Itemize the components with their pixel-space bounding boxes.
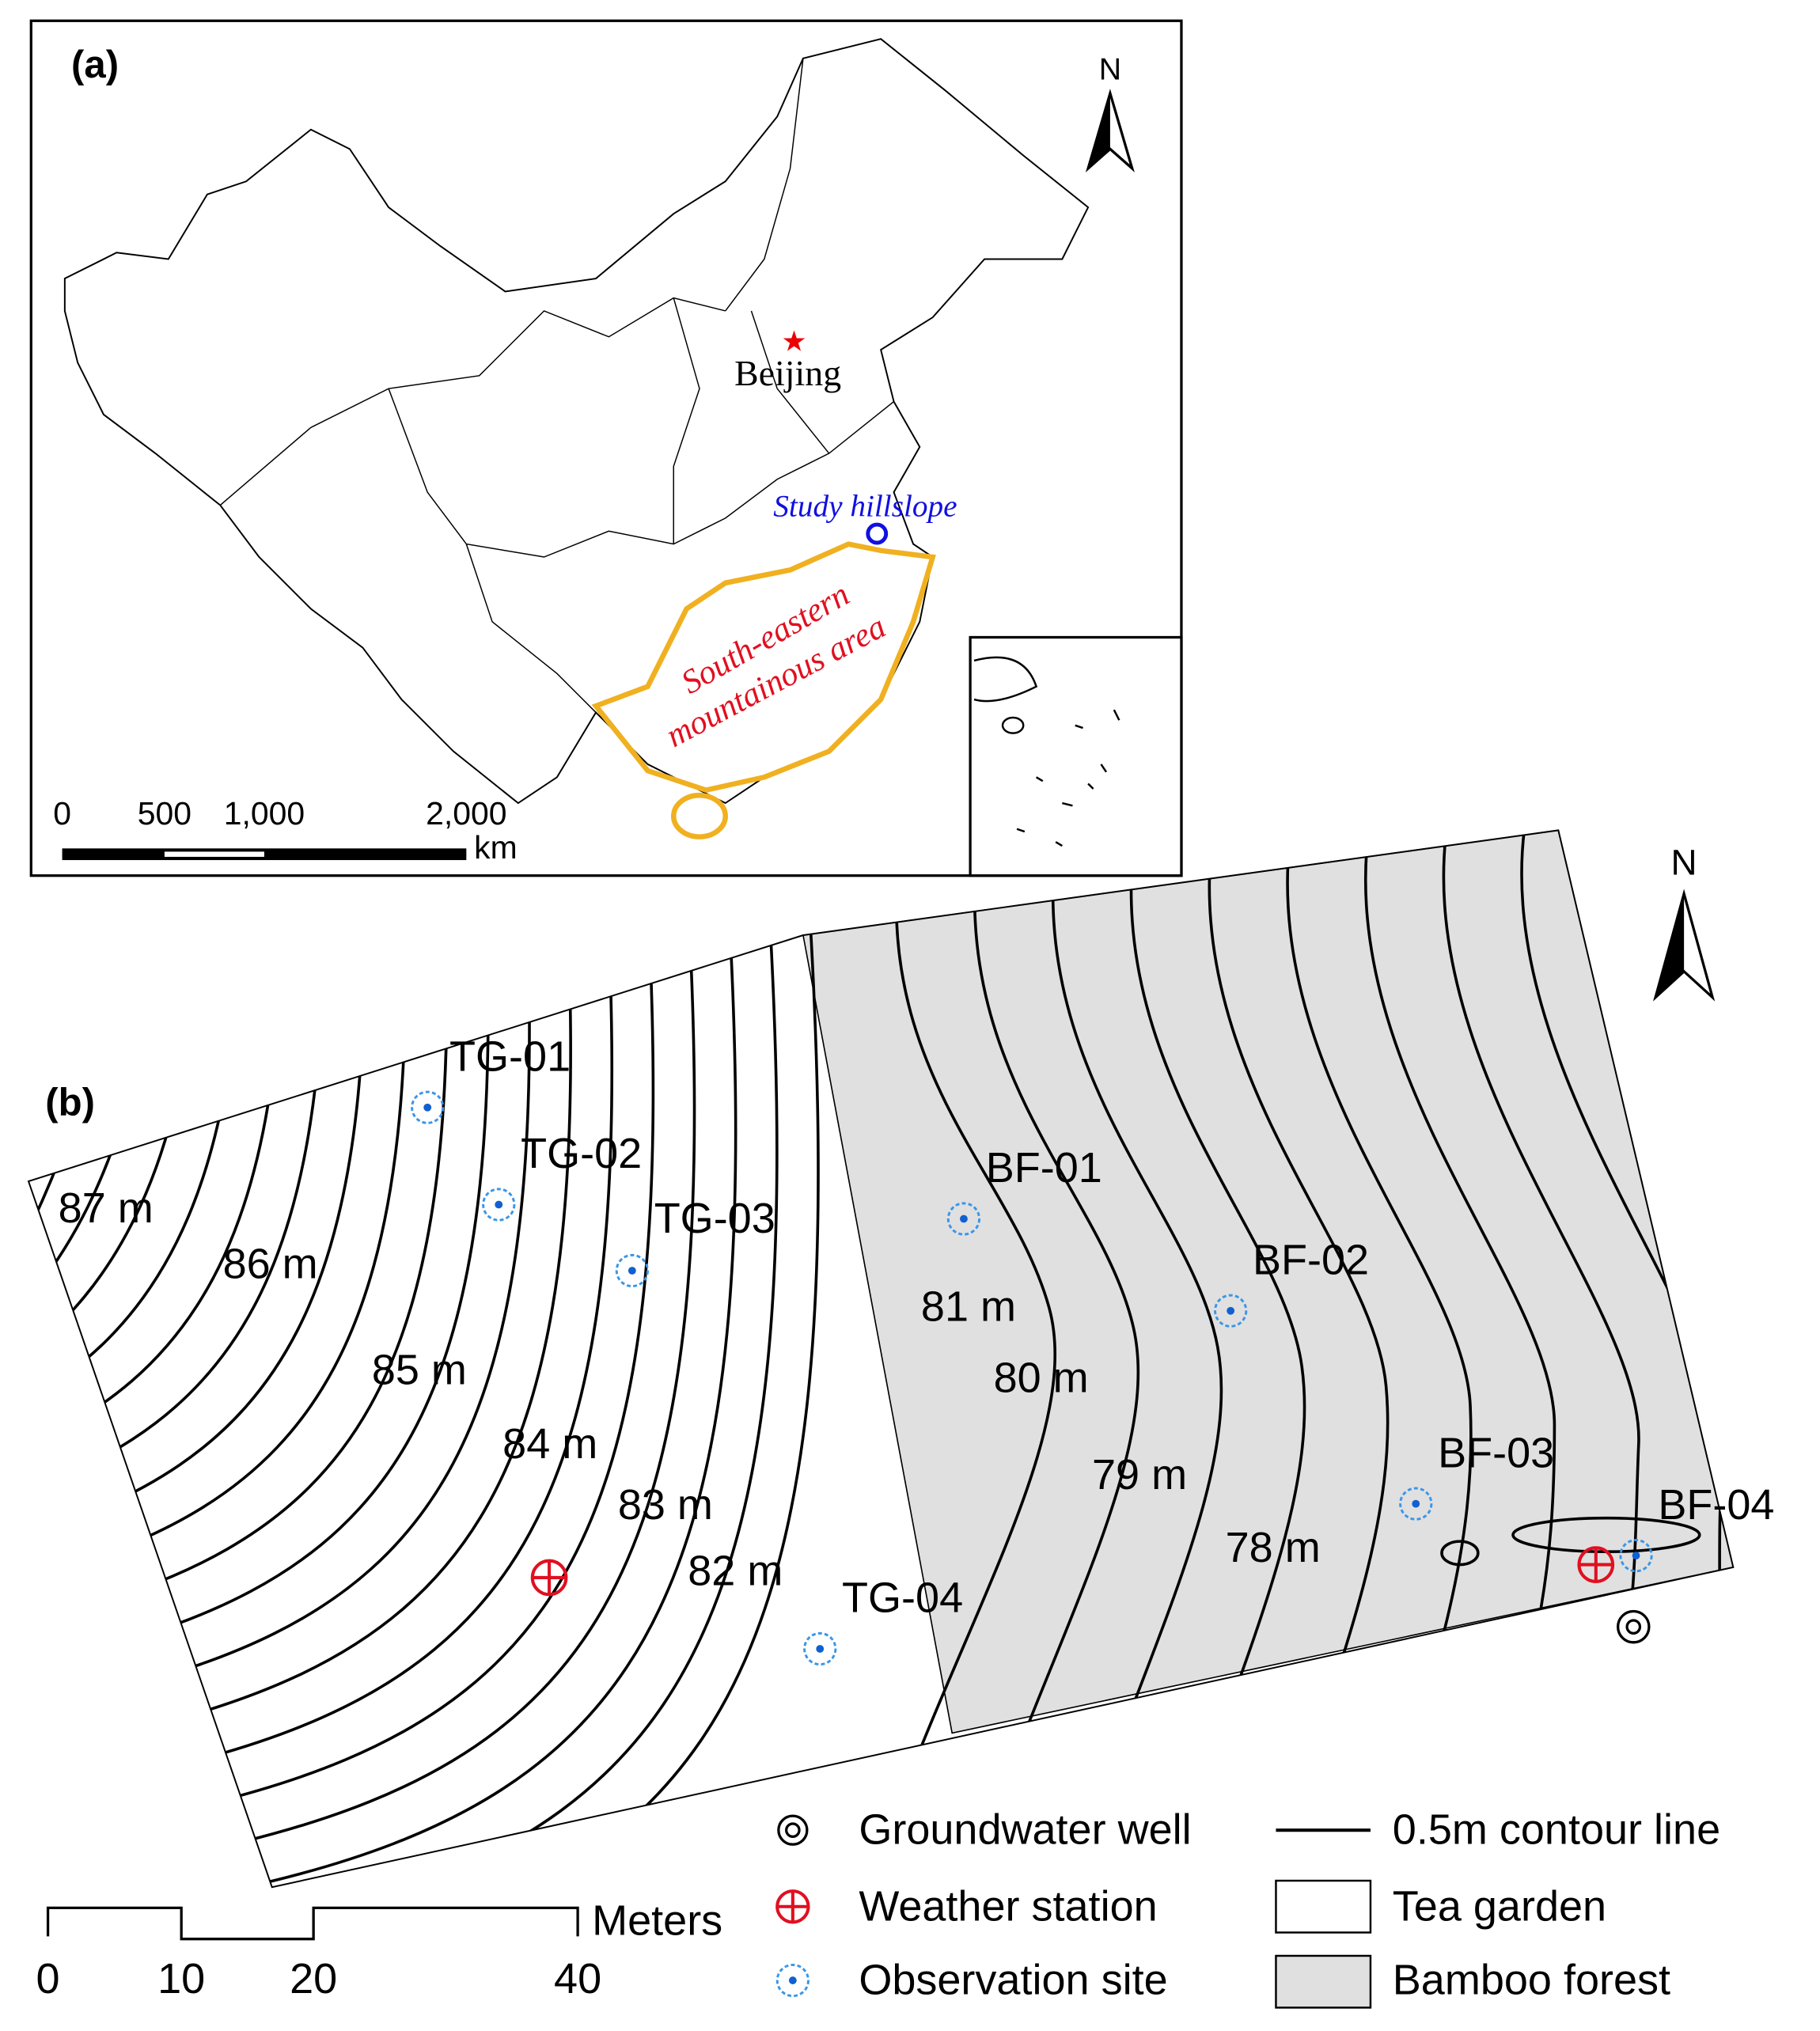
site-label: BF-01 [986,1144,1102,1192]
site-label: BF-02 [1253,1236,1369,1283]
scale-label: 2,000 [426,795,506,832]
observation-site-dot [816,1645,825,1653]
scale-label: 0 [53,795,71,832]
contour-line [853,830,1057,1888]
legend-label: 0.5m contour line [1393,1806,1720,1854]
contour-line [28,830,779,1888]
china-outline [63,38,1090,805]
scale-bar-segment [164,851,264,857]
observation-site-dot [1227,1306,1235,1315]
scale-unit: km [474,829,518,866]
contour-line [950,830,1140,1888]
scale-bar [46,1906,579,1941]
site-label: BF-04 [1658,1481,1774,1529]
legend-bamboo-symbol [1275,1954,1372,2009]
legend-well-symbol [777,1814,809,1846]
groundwater-well [1616,1609,1651,1644]
site-label: TG-03 [654,1195,775,1242]
contour-label: 80 m [994,1354,1089,1401]
scale-label: 10 [157,1955,205,2003]
province-borders [219,58,894,713]
observation-site-dot [423,1103,432,1112]
observation-site [1399,1487,1433,1521]
legend-observation-symbol [788,1976,797,1984]
contour-label: 87 m [59,1184,154,1232]
site-label: TG-01 [449,1033,571,1080]
observation-site [803,1631,837,1666]
capital-label: Beijing [734,353,841,393]
site-label: BF-03 [1438,1429,1554,1476]
contour-label: 78 m [1226,1524,1321,1571]
observation-site [411,1090,445,1124]
field-boundary [27,829,1735,1889]
observation-site-dot [495,1200,503,1209]
scale-label: 1,000 [224,795,305,832]
observation-site-dot [960,1214,968,1223]
groundwater-well [1625,1619,1642,1635]
north-label: N [1099,51,1121,86]
contour-label: 84 m [502,1420,597,1468]
scale-label: 20 [290,1955,337,2003]
legend-well-symbol [785,1822,801,1839]
panel-label: (a) [71,44,119,86]
site-label: Study hillslope [773,489,957,523]
observation-site-dot [1412,1499,1420,1508]
contour-label: 86 m [223,1240,318,1287]
legend-label: Weather station [859,1882,1157,1930]
southeastern-area [591,541,936,794]
site-label: TG-02 [521,1130,642,1177]
contour-label: 81 m [921,1283,1016,1330]
scale-label: 500 [138,795,191,832]
panel-b-labels: 87 m 86 m 85 m 84 m 83 m 82 m 81 m 80 m 79 m 78 m… [59,1033,1774,1666]
scale-bar [62,848,467,861]
hainan [670,792,728,839]
legend-label: Tea garden [1393,1882,1606,1930]
scale-label: 0 [36,1955,60,2003]
contour-line [28,830,820,1888]
observation-site [1619,1539,1653,1573]
legend-tea-symbol [1275,1879,1372,1934]
contour-closed [1440,1540,1480,1567]
scale-label: 40 [554,1955,601,2003]
legend-label: Groundwater well [859,1806,1191,1854]
legend-label: Bamboo forest [1393,1957,1670,2004]
observation-site [615,1253,649,1288]
north-label: N [1671,843,1697,883]
observation-site-dot [1632,1552,1640,1560]
site-label: TG-04 [842,1574,963,1622]
weather-station [532,1560,567,1595]
inset-islands [973,656,1120,847]
legend: Groundwater well Weather station Observa… [775,1806,1720,2009]
contour-label: 85 m [372,1347,467,1394]
legend-weather-symbol [777,1891,809,1923]
panel-label: (b) [45,1081,95,1123]
scale-unit: Meters [592,1896,722,1944]
capital-star: ★ [781,324,806,357]
contour-label: 83 m [618,1481,713,1529]
contour-label: 79 m [1092,1451,1187,1499]
contour-label: 82 m [688,1547,783,1594]
observation-site [1214,1294,1248,1328]
legend-label: Observation site [859,1957,1167,2004]
observation-site [482,1188,516,1222]
weather-station [1579,1548,1613,1582]
inset-frame [969,635,1183,877]
observation-site-dot [628,1267,636,1275]
site-marker [866,522,889,545]
legend-observation-symbol [775,1963,810,1998]
